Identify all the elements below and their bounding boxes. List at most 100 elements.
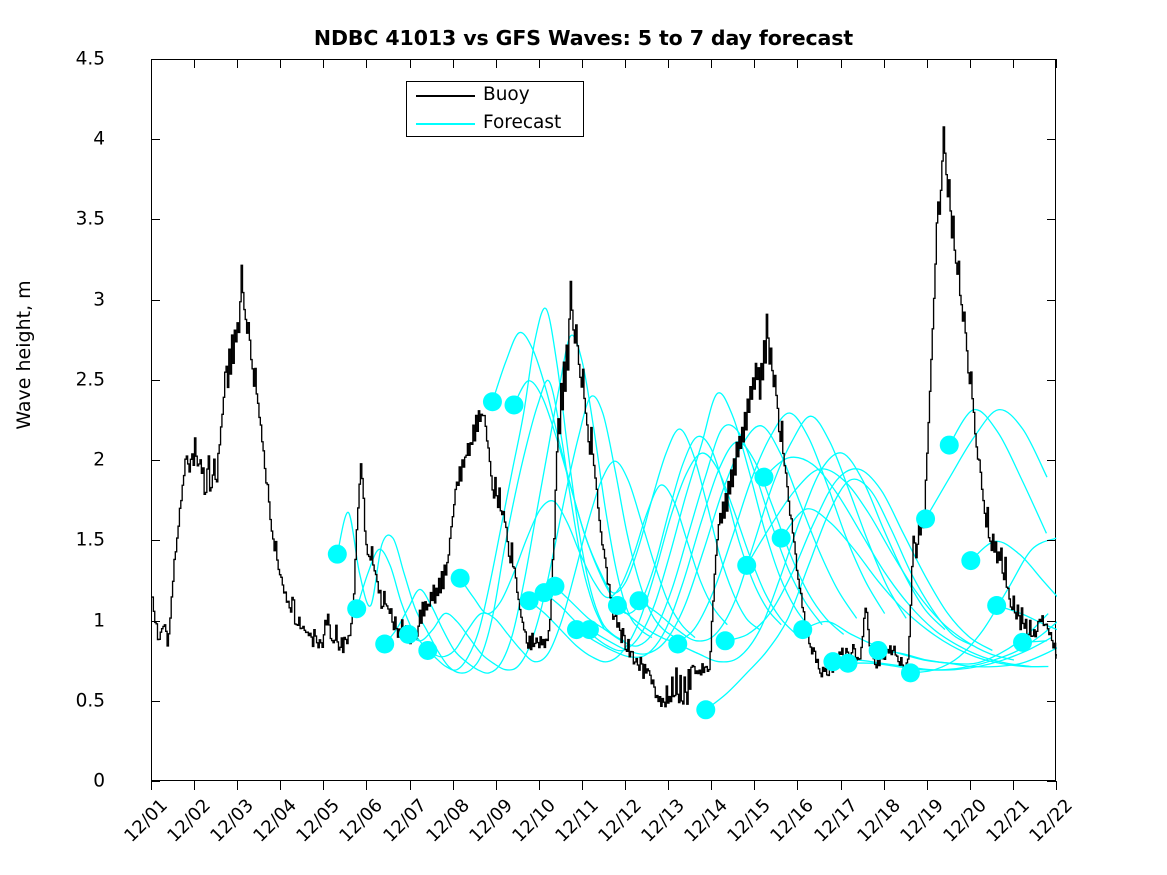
y-tick-mark	[1047, 139, 1056, 141]
forecast-run-line	[746, 468, 1015, 661]
y-tick-label: 3.5	[75, 208, 105, 230]
forecast-run-line	[491, 331, 761, 631]
y-tick-mark	[151, 781, 160, 782]
forecast-run-line	[427, 460, 696, 663]
x-tick-mark	[1056, 781, 1057, 790]
x-tick-mark	[495, 781, 497, 790]
x-tick-mark	[969, 59, 971, 68]
y-tick-mark	[1047, 219, 1056, 221]
legend-label-buoy: Buoy	[483, 84, 530, 105]
x-tick-mark	[237, 59, 239, 68]
legend-item-forecast: Forecast	[407, 110, 585, 138]
forecast-start-marker	[715, 631, 735, 651]
x-tick-mark	[452, 781, 454, 790]
x-tick-mark	[194, 59, 196, 68]
forecast-start-marker	[961, 551, 981, 571]
legend: Buoy Forecast	[406, 81, 584, 137]
y-tick-mark	[151, 460, 160, 462]
y-tick-label: 1	[93, 610, 105, 632]
forecast-run-line	[948, 408, 1048, 534]
plot-svg	[152, 126, 1057, 720]
forecast-run-line	[459, 484, 728, 626]
forecast-start-marker	[737, 555, 757, 575]
x-tick-mark	[840, 781, 842, 790]
forecast-start-marker	[668, 634, 688, 654]
x-tick-mark	[409, 781, 411, 790]
x-tick-mark	[754, 781, 756, 790]
y-tick-mark	[1047, 620, 1056, 622]
legend-swatch-forecast	[416, 123, 475, 125]
x-tick-mark	[581, 781, 583, 790]
forecast-run-line	[924, 409, 1048, 520]
y-tick-mark	[1047, 59, 1056, 60]
x-tick-mark	[840, 59, 842, 68]
forecast-start-marker	[754, 467, 774, 487]
forecast-start-marker	[793, 620, 813, 640]
x-tick-mark	[883, 59, 885, 68]
x-tick-mark	[668, 781, 670, 790]
forecast-start-marker	[375, 634, 395, 654]
x-tick-mark	[237, 781, 239, 790]
page-title: NDBC 41013 vs GFS Waves: 5 to 7 day fore…	[313, 26, 854, 50]
x-tick-mark	[323, 59, 325, 68]
legend-label-forecast: Forecast	[483, 112, 562, 133]
x-tick-mark	[754, 59, 756, 68]
x-tick-mark	[280, 59, 282, 68]
forecast-start-marker	[579, 620, 599, 640]
x-tick-mark	[280, 781, 282, 790]
x-tick-mark	[151, 781, 152, 790]
forecast-run-line	[384, 334, 653, 674]
x-tick-mark	[366, 59, 368, 68]
x-tick-mark	[883, 781, 885, 790]
forecast-run-line	[408, 395, 676, 671]
forecast-run-line	[617, 412, 886, 642]
y-tick-label: 4	[93, 128, 105, 150]
y-tick-label: 3	[93, 289, 105, 311]
forecast-start-marker	[519, 591, 539, 611]
y-tick-mark	[1047, 379, 1056, 381]
x-tick-mark	[625, 781, 627, 790]
x-tick-mark	[409, 59, 411, 68]
x-tick-mark	[538, 781, 540, 790]
x-tick-mark	[323, 781, 325, 790]
x-tick-mark	[1012, 781, 1014, 790]
forecast-start-marker	[629, 591, 649, 611]
y-tick-mark	[1047, 299, 1056, 301]
forecast-start-marker	[868, 640, 888, 660]
x-tick-mark	[797, 59, 799, 68]
x-tick-mark	[538, 59, 540, 68]
x-tick-mark	[969, 781, 971, 790]
forecast-start-marker	[987, 596, 1007, 616]
y-tick-mark	[151, 620, 160, 622]
legend-swatch-buoy	[416, 95, 475, 97]
forecast-run-line	[356, 307, 625, 671]
y-tick-label: 2.5	[75, 369, 105, 391]
forecast-start-marker	[916, 509, 936, 529]
y-tick-mark	[1047, 781, 1056, 782]
forecast-start-marker	[696, 700, 716, 720]
forecast-start-marker	[347, 599, 367, 619]
forecast-start-marker	[607, 596, 627, 616]
y-tick-label: 0.5	[75, 690, 105, 712]
forecast-start-marker	[1013, 632, 1033, 652]
y-tick-mark	[151, 219, 160, 221]
forecast-marker-group	[327, 392, 1033, 720]
forecast-start-marker	[327, 544, 347, 564]
x-tick-mark	[151, 59, 152, 68]
forecast-run-line	[996, 604, 1057, 631]
forecast-start-marker	[504, 395, 524, 415]
y-tick-label: 4.5	[75, 48, 105, 70]
x-tick-mark	[668, 59, 670, 68]
x-tick-mark	[452, 59, 454, 68]
forecast-start-marker	[838, 653, 858, 673]
forecast-run-line	[705, 478, 974, 711]
x-tick-mark	[495, 59, 497, 68]
forecast-start-marker	[545, 576, 565, 596]
plot-area	[151, 59, 1057, 781]
y-tick-mark	[1047, 460, 1056, 462]
x-tick-mark	[797, 781, 799, 790]
x-tick-mark	[711, 59, 713, 68]
y-tick-label: 0	[93, 770, 105, 792]
buoy-line	[152, 126, 1057, 708]
x-tick-mark	[711, 781, 713, 790]
